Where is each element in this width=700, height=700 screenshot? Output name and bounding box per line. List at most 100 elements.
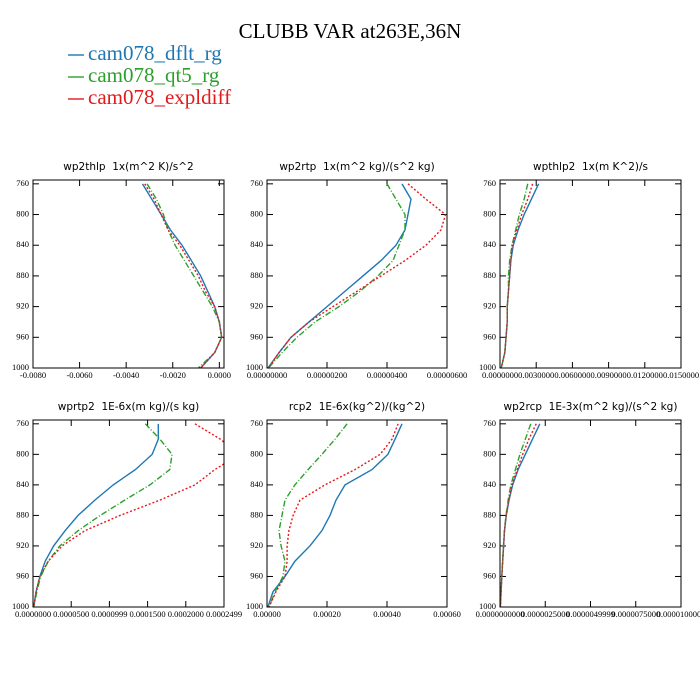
y-tick-label: 800 [483,208,496,218]
profile-line [500,423,532,607]
profile-line [33,423,224,607]
x-tick-label: 0.0000 [208,370,231,380]
plot-frame [266,179,448,369]
y-tick-label: 1000 [246,362,263,372]
panel-title: wp2thlp 1x(m^2 K)/s^2 [63,161,193,173]
x-tick-label: 0.0000000 [15,609,51,619]
y-tick-label: 840 [483,479,496,489]
panel: wp2thlp 1x(m^2 K)/s^2 -0.0080 -0.0060 -0.00… [12,161,231,380]
y-tick-label: 880 [16,509,29,519]
x-tick-label: 0.00060 [433,609,461,619]
panel-title: wprtp2 1E-6x(m kg)/(s kg) [58,401,200,413]
x-tick-label: 0.0000500 [53,609,89,619]
x-tick-label: 0.0000000000 [476,609,525,619]
y-tick-label: 800 [250,448,263,458]
y-tick-label: 920 [16,540,29,550]
y-tick-label: 840 [483,239,496,249]
x-tick-label: 0.0000100000 [657,609,700,619]
panel: rcp2 1E-6x(kg^2)/(kg^2) 0.00000 0.00020 0.0… [246,401,461,619]
y-tick-label: 1000 [12,601,29,611]
y-tick-label: 880 [16,270,29,280]
panel-title: wp2rcp 1E-3x(m^2 kg)/(s^2 kg) [504,401,678,413]
x-tick-label: -0.0080 [20,370,46,380]
legend-label: cam078_dflt_rg [88,41,222,65]
x-tick-label: 0.0150000 [663,370,699,380]
profile-line [146,183,223,368]
x-tick-label: 0.0001500 [130,609,166,619]
x-tick-label: 0.0002499 [206,609,242,619]
figure-title: CLUBB VAR at263E,36N [239,19,462,43]
y-tick-label: 1000 [479,601,496,611]
y-tick-label: 920 [250,540,263,550]
x-tick-label: 0.00000600 [427,370,467,380]
x-tick-label: 0.0120000 [627,370,663,380]
profile-line [33,423,173,607]
profile-line [267,423,403,607]
y-tick-label: 1000 [479,362,496,372]
plot-frame [32,419,225,608]
x-tick-label: 0.00000200 [307,370,347,380]
panel-title: wp2rtp 1x(m^2 kg)/(s^2 kg) [279,161,434,173]
profile-line [144,183,223,368]
x-tick-label: 0.00040 [373,609,401,619]
x-tick-label: 0.0000049999 [566,609,615,619]
panel: wp2rtp 1x(m^2 kg)/(s^2 kg) 0.00000000 0.00… [246,161,467,380]
y-tick-label: 920 [16,301,29,311]
y-tick-label: 920 [483,540,496,550]
y-tick-label: 960 [250,331,263,341]
y-tick-label: 800 [16,208,29,218]
profile-line [267,183,406,368]
y-tick-label: 840 [250,479,263,489]
x-tick-label: -0.0060 [66,370,92,380]
y-tick-label: 960 [16,331,29,341]
profile-line [500,183,534,368]
panel: wpthlp2 1x(m K^2)/s0.0000000 0.0030000 0.0… [479,161,699,380]
y-tick-label: 760 [250,178,263,188]
panel: wprtp2 1E-6x(m kg)/(s kg) 0.0000000 0.0000… [12,401,242,619]
profile-line [500,423,537,607]
y-tick-label: 960 [483,570,496,580]
x-tick-label: -0.0040 [113,370,139,380]
y-tick-label: 760 [483,418,496,428]
x-tick-label: 0.0000000 [482,370,518,380]
plot-frame [32,179,225,369]
y-tick-label: 960 [250,570,263,580]
x-tick-label: 0.0002000 [168,609,204,619]
y-tick-label: 840 [250,239,263,249]
plot-frame [499,419,682,608]
profile-line [500,183,540,368]
x-tick-label: 0.0000025000 [521,609,570,619]
y-tick-label: 760 [16,178,29,188]
y-tick-label: 800 [483,448,496,458]
panel-title: wpthlp2 1x(m K^2)/s [533,161,648,173]
y-tick-label: 760 [483,178,496,188]
plot-frame [499,179,682,369]
profile-line [268,423,399,607]
x-tick-label: 0.00000400 [367,370,407,380]
legend-label: cam078_expldiff [88,85,231,109]
y-tick-label: 960 [16,570,29,580]
y-tick-label: 760 [16,418,29,428]
x-tick-label: 0.0060000 [554,370,590,380]
profile-line [268,423,348,607]
x-tick-label: 0.0000075000 [611,609,660,619]
x-tick-label: 0.0030000 [518,370,554,380]
panel-title: rcp2 1E-6x(kg^2)/(kg^2) [289,401,425,413]
y-tick-label: 920 [483,301,496,311]
y-tick-label: 840 [16,239,29,249]
y-tick-label: 880 [250,270,263,280]
y-tick-label: 800 [16,448,29,458]
plot-frame [266,419,448,608]
y-tick-label: 960 [483,331,496,341]
profile-line [141,183,223,368]
y-tick-label: 1000 [246,601,263,611]
y-tick-label: 1000 [12,362,29,372]
y-tick-label: 880 [250,509,263,519]
y-tick-label: 920 [250,301,263,311]
x-tick-label: 0.00000000 [247,370,287,380]
y-tick-label: 840 [16,479,29,489]
legend-label: cam078_qt5_rg [88,63,220,87]
profile-line [33,423,159,607]
y-tick-label: 880 [483,270,496,280]
